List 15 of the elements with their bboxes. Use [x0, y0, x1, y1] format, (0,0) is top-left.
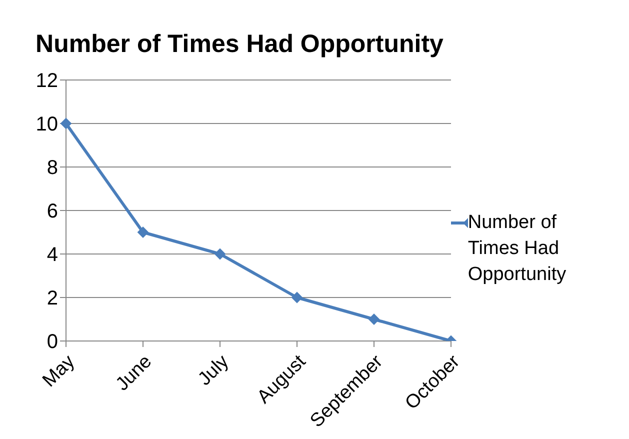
y-tick-label: 0	[46, 331, 58, 354]
legend-label: Number of Times Had Opportunity	[468, 211, 568, 287]
x-tick-label: May	[38, 350, 80, 392]
y-tick-label: 10	[36, 114, 58, 136]
y-tick-label: 6	[46, 200, 58, 223]
y-tick-label: 8	[46, 157, 58, 180]
point	[368, 314, 380, 325]
point	[138, 226, 148, 238]
y-tick-label: 4	[46, 244, 58, 266]
y-tick-label: 2	[46, 288, 58, 310]
point	[292, 292, 302, 303]
chart-title: Number of Times Had Opportunity	[34, 29, 444, 60]
y-tick-label: 12	[36, 70, 58, 92]
point	[214, 248, 226, 260]
x-tick-label: July	[194, 350, 234, 390]
